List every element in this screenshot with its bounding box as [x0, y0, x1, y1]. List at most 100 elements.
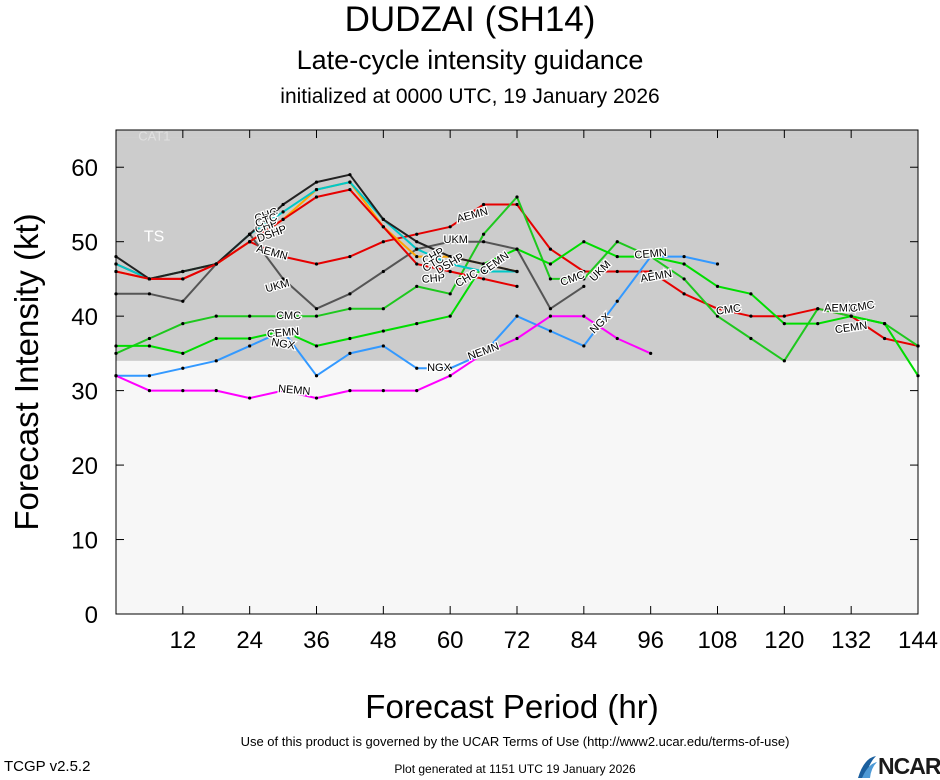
data-point-nemn: [548, 314, 553, 318]
series-label-aemn: AEMN: [824, 303, 856, 315]
data-point-cmc: [248, 336, 252, 341]
data-point-cemn: [782, 359, 786, 363]
data-point-cemn: [481, 232, 486, 236]
data-point-ukm: [314, 307, 319, 311]
data-point-cemn: [415, 284, 419, 288]
data-point-chc: [348, 180, 352, 184]
data-point-cmc: [615, 254, 619, 259]
data-point-aemn: [415, 232, 419, 236]
data-point-nemn: [248, 396, 252, 400]
data-point-ngx: [214, 359, 218, 363]
data-point-aemn: [615, 269, 619, 274]
data-point-cemn: [181, 322, 185, 326]
data-point-cemn: [314, 314, 319, 318]
data-point-ngx: [448, 366, 452, 370]
y-tick-label: 50: [71, 230, 98, 257]
data-point-nemn: [281, 389, 285, 393]
data-point-dshp: [348, 187, 352, 192]
data-point-nemn: [314, 396, 319, 400]
data-point-dshp: [147, 277, 152, 281]
data-point-cmc: [147, 344, 152, 348]
data-point-ngx: [281, 329, 285, 333]
data-point-ctc: [348, 173, 352, 177]
data-point-nemn: [381, 389, 385, 393]
data-point-ctc: [281, 202, 285, 207]
data-point-aemn: [481, 202, 486, 207]
y-tick-label: 60: [71, 155, 98, 182]
data-point-ngx: [515, 314, 519, 318]
x-tick-label: 12: [169, 627, 196, 654]
data-point-cemn: [916, 344, 920, 348]
data-point-cmc: [348, 336, 352, 341]
data-point-cemn: [248, 314, 252, 318]
data-point-ngx: [682, 254, 686, 259]
data-point-nemn: [615, 336, 619, 341]
generated-time: Plot generated at 1151 UTC 19 January 20…: [394, 762, 636, 776]
series-label-nemn: NEMN: [278, 383, 311, 398]
y-tick-label: 20: [71, 453, 98, 480]
series-label-cmc: CMC: [715, 302, 742, 317]
data-point-ctc: [248, 232, 252, 236]
init-time: initialized at 0000 UTC, 19 January 2026: [280, 85, 660, 108]
chart-subtitle: Late-cycle intensity guidance: [296, 45, 644, 75]
series-label-chp: CHP: [421, 272, 445, 286]
data-point-aemn: [882, 336, 887, 341]
data-point-cemn: [448, 292, 452, 296]
version-label: TCGP v2.5.2: [4, 758, 91, 775]
x-tick-label: 24: [236, 627, 263, 654]
data-point-cemn: [147, 336, 152, 341]
data-point-ctc: [481, 262, 486, 266]
data-point-nemn: [415, 389, 419, 393]
data-point-cmc: [749, 292, 753, 296]
data-point-dshp: [214, 262, 218, 266]
data-point-ukm: [181, 299, 185, 303]
data-point-cemn: [715, 314, 720, 318]
data-point-chc: [114, 262, 118, 266]
data-point-ukm: [548, 307, 553, 311]
data-point-cmc: [381, 329, 385, 333]
data-point-ngx: [248, 344, 252, 348]
data-point-aemn: [749, 314, 753, 318]
data-point-nemn: [181, 389, 185, 393]
data-point-nemn: [515, 336, 519, 341]
x-tick-label: 120: [764, 627, 804, 654]
series-label-ngx: NGX: [427, 362, 452, 374]
data-point-ukm: [481, 240, 486, 244]
data-point-nemn: [481, 351, 486, 355]
data-point-chc: [448, 262, 452, 266]
data-point-chp: [415, 254, 419, 259]
data-point-ctc: [515, 269, 519, 274]
data-point-cemn: [548, 277, 553, 281]
data-point-aemn: [682, 292, 686, 296]
data-point-aemn: [381, 240, 385, 244]
data-point-ctc: [381, 217, 385, 221]
data-point-ngx: [582, 344, 586, 348]
data-point-ngx: [548, 329, 553, 333]
data-point-ngx: [181, 366, 185, 370]
data-point-cmc: [314, 344, 319, 348]
data-point-cemn: [582, 277, 586, 281]
data-point-dshp: [281, 217, 285, 221]
data-point-cmc: [715, 284, 720, 288]
x-tick-label: 36: [303, 627, 330, 654]
data-point-dshp: [248, 240, 252, 244]
data-point-cemn: [515, 195, 519, 199]
x-tick-label: 60: [437, 627, 464, 654]
data-point-aemn: [715, 307, 720, 311]
data-point-dshp: [314, 195, 319, 199]
data-point-ngx: [615, 299, 619, 303]
y-tick-label: 40: [71, 304, 98, 331]
ncar-wordmark: NCAR: [878, 753, 940, 779]
data-point-cmc: [415, 322, 419, 326]
x-axis-title: Forecast Period (hr): [365, 688, 658, 725]
band-label-ts: TS: [144, 229, 164, 246]
data-point-ngx: [348, 351, 352, 355]
data-point-cemn: [816, 307, 820, 311]
data-point-cemn: [682, 277, 686, 281]
x-tick-label: 96: [637, 627, 664, 654]
data-point-aemn: [314, 262, 319, 266]
data-point-ukm: [281, 277, 285, 281]
data-point-aemn: [281, 254, 285, 259]
data-point-ngx: [649, 254, 653, 259]
